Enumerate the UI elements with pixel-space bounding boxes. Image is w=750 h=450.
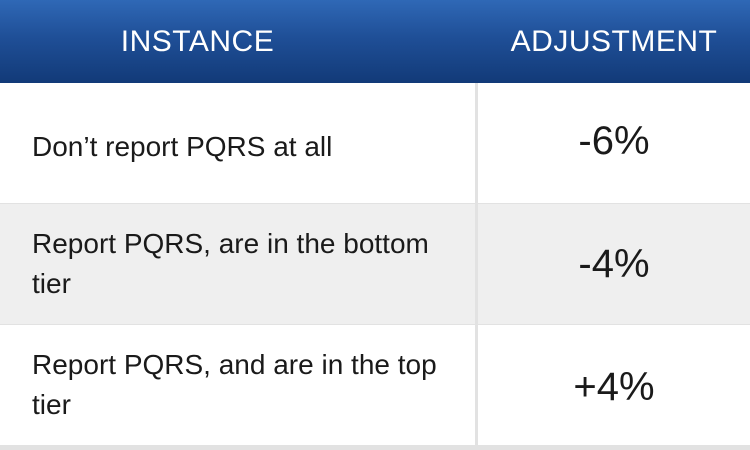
table-header: INSTANCE ADJUSTMENT <box>0 0 750 83</box>
instance-cell: Report PQRS, are in the bottom tier <box>0 204 475 324</box>
adjustment-cell: -4% <box>478 204 750 324</box>
column-header-adjustment: ADJUSTMENT <box>510 24 718 58</box>
table-row: Don’t report PQRS at all -6% <box>0 83 750 203</box>
adjustment-cell: -6% <box>478 83 750 203</box>
instance-cell: Report PQRS, and are in the top tier <box>0 325 475 445</box>
table-row: Report PQRS, and are in the top tier +4% <box>0 325 750 445</box>
table-row: Report PQRS, are in the bottom tier -4% <box>0 204 750 324</box>
adjustment-cell: +4% <box>478 325 750 445</box>
instance-cell: Don’t report PQRS at all <box>0 83 475 203</box>
column-header-instance: INSTANCE <box>120 24 275 58</box>
